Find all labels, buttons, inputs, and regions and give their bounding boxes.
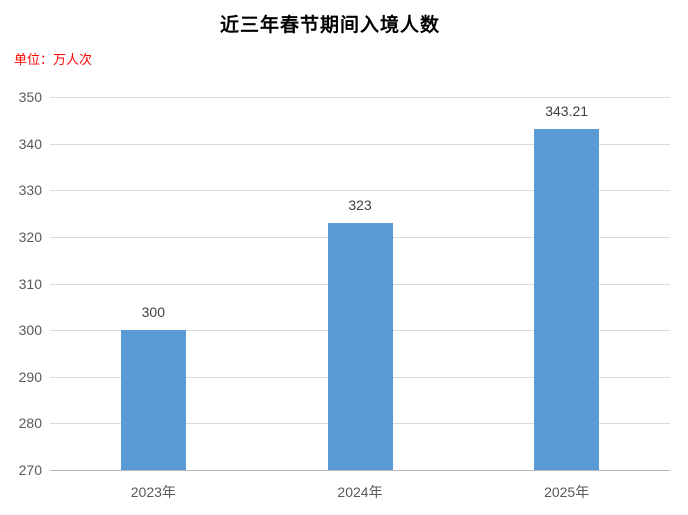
unit-label: 单位：万人次 <box>14 52 93 67</box>
chart-title: 近三年春节期间入境人数 <box>219 14 440 36</box>
gridline <box>50 190 670 192</box>
y-tick-label: 350 <box>18 89 42 105</box>
y-tick-label: 280 <box>18 415 42 432</box>
category-label: 2024年 <box>337 484 383 500</box>
gridline <box>50 97 670 98</box>
bar-value-label: 343.21 <box>545 102 589 119</box>
y-tick-label: 310 <box>18 275 42 292</box>
y-tick-label: 340 <box>18 135 42 152</box>
plot-area <box>50 97 670 471</box>
bar-2024年 <box>327 222 393 470</box>
bar-value-label: 323 <box>348 196 372 213</box>
y-tick-label: 270 <box>18 462 42 478</box>
bar-2023年 <box>120 330 186 470</box>
y-tick-label: 320 <box>18 228 42 245</box>
category-label: 2025年 <box>544 484 590 500</box>
bar-value-label: 300 <box>141 304 165 321</box>
x-axis-line <box>50 470 670 471</box>
gridline <box>50 143 670 145</box>
y-tick-label: 330 <box>18 182 42 199</box>
category-label: 2023年 <box>130 484 176 500</box>
y-tick-label: 300 <box>18 322 42 339</box>
bar-2025年 <box>534 128 600 470</box>
y-tick-label: 290 <box>18 368 42 385</box>
